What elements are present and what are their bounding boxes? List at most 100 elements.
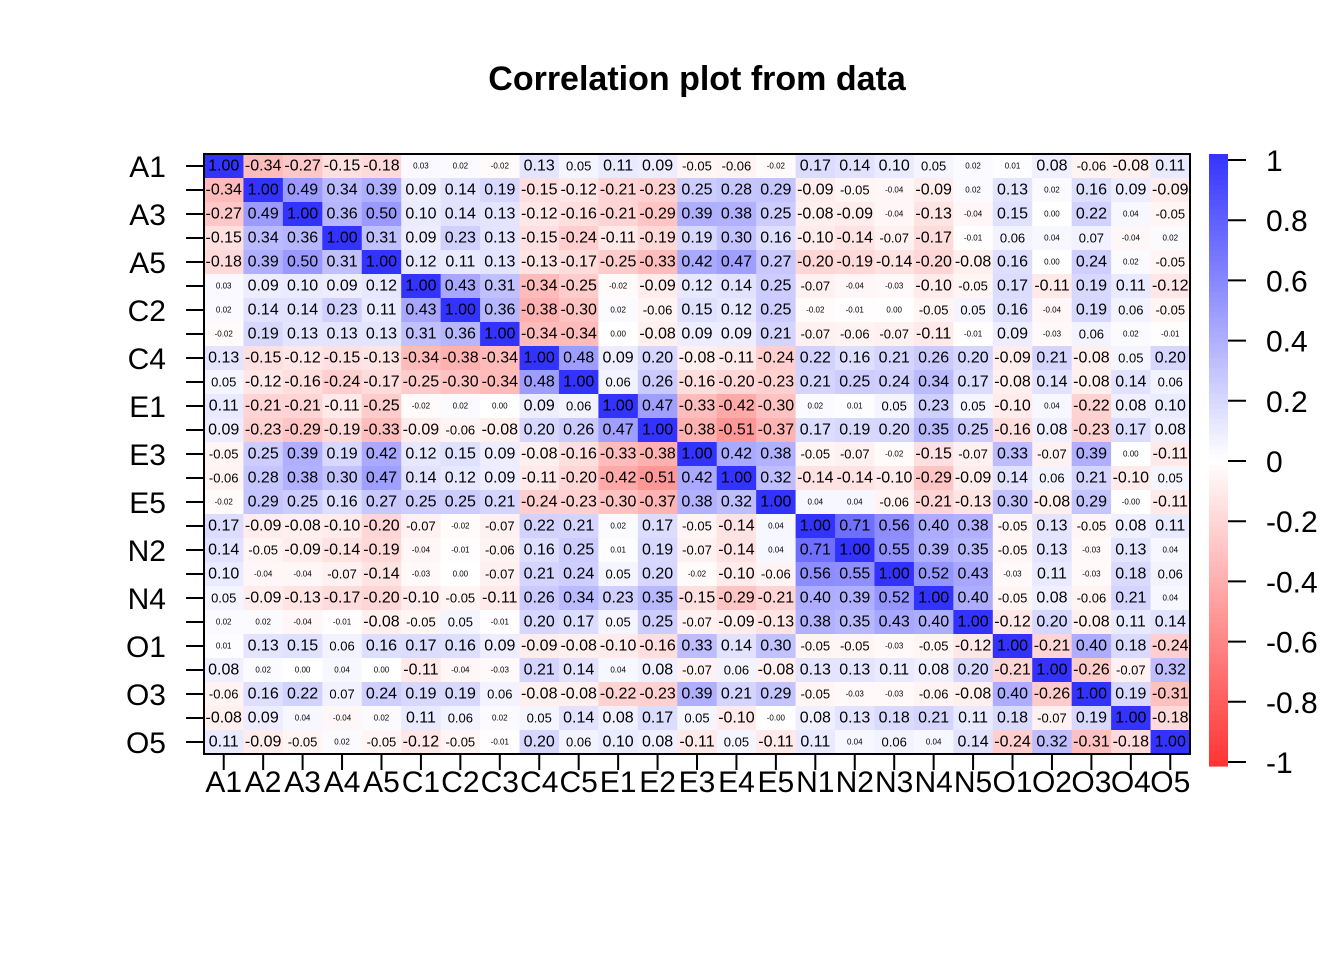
heatmap-cell — [243, 514, 284, 539]
heatmap-cell — [716, 586, 757, 611]
cell-value-label: 0.02 — [216, 618, 232, 627]
heatmap-cell — [519, 346, 560, 371]
heatmap-cell — [282, 658, 323, 683]
heatmap-cell — [558, 514, 599, 539]
heatmap-cell — [282, 250, 323, 275]
colorbar-tick-label: 0 — [1266, 446, 1283, 479]
heatmap-cell — [1032, 730, 1073, 755]
heatmap-cell — [1071, 634, 1112, 659]
heatmap-cell — [913, 466, 954, 491]
cell-value-label: 0.01 — [610, 546, 626, 555]
cell-value-label: 0.14 — [405, 470, 436, 487]
cell-value-label: 0.02 — [1044, 186, 1060, 195]
heatmap-cell — [637, 610, 678, 635]
heatmap-cell — [558, 322, 599, 347]
heatmap-cell — [913, 730, 954, 755]
heatmap-cell — [243, 562, 284, 587]
heatmap-cell — [401, 490, 442, 515]
heatmap-cell — [677, 442, 718, 467]
cell-value-label: 0.02 — [965, 186, 981, 195]
heatmap-cell — [1032, 346, 1073, 371]
cell-value-label: 1.00 — [918, 590, 949, 607]
cell-value-label: 0.02 — [808, 402, 824, 411]
heatmap-cell — [1071, 730, 1112, 755]
cell-value-label: -0.09 — [915, 182, 952, 199]
cell-value-label: -0.26 — [1034, 686, 1071, 703]
cell-value-label: -0.27 — [284, 158, 321, 175]
cell-value-label: 0.14 — [563, 710, 594, 727]
cell-value-label: 0.29 — [760, 182, 791, 199]
cell-value-label: -0.15 — [205, 230, 242, 247]
colorbar-segment — [1209, 490, 1228, 497]
cell-value-label: 0.09 — [208, 422, 239, 439]
cell-value-label: 0.11 — [406, 710, 436, 727]
heatmap-cell — [440, 634, 481, 659]
cell-value-label: -0.11 — [1153, 446, 1188, 463]
cell-value-label: 0.12 — [721, 302, 752, 319]
heatmap-cell — [1032, 634, 1073, 659]
heatmap-cell — [992, 226, 1033, 251]
heatmap-cell — [519, 466, 560, 491]
heatmap-cell — [204, 730, 244, 755]
cell-value-label: 0.02 — [1162, 234, 1178, 243]
cell-value-label: 0.30 — [997, 494, 1028, 511]
cell-value-label: -0.04 — [254, 570, 273, 579]
heatmap-cell — [361, 562, 402, 587]
colorbar-segment — [1209, 704, 1228, 711]
cell-value-label: 0.11 — [1116, 278, 1146, 295]
cell-value-label: -0.34 — [245, 158, 282, 175]
cell-value-label: 0.25 — [405, 494, 436, 511]
cell-value-label: 0.21 — [524, 566, 555, 583]
cell-value-label: -0.06 — [919, 687, 949, 702]
heatmap-cell — [637, 346, 678, 371]
cell-value-label: -0.02 — [609, 282, 628, 291]
cell-value-label: -0.03 — [412, 570, 431, 579]
heatmap-cell — [1111, 730, 1152, 755]
cell-value-label: -0.15 — [915, 446, 952, 463]
cell-value-label: 0.02 — [965, 162, 981, 171]
heatmap-cell — [637, 250, 678, 275]
cell-value-label: 0.19 — [1076, 710, 1107, 727]
heatmap-cell — [1150, 730, 1191, 755]
heatmap-cells: 1.00 -0.34 -0.27 -0.15 -0.18 0.03 0.02 -0.02 0.1… — [204, 154, 1191, 755]
cell-value-label: 0.43 — [445, 278, 476, 295]
chart-title: Correlation plot from data — [488, 60, 907, 98]
x-tick-label: E2 — [639, 766, 676, 799]
cell-value-label: 0.00 — [886, 306, 902, 315]
heatmap-cell — [598, 730, 639, 755]
x-tick-label: E3 — [679, 766, 716, 799]
cell-value-label: -0.25 — [363, 398, 400, 415]
cell-value-label: -0.09 — [403, 422, 440, 439]
cell-value-label: -0.27 — [205, 206, 242, 223]
heatmap-cell — [598, 418, 639, 443]
cell-value-label: 0.22 — [1076, 206, 1107, 223]
cell-value-label: -0.13 — [915, 206, 952, 223]
heatmap-cell — [440, 706, 481, 731]
heatmap-cell — [716, 178, 757, 203]
heatmap-cell — [874, 538, 915, 563]
cell-value-label: 0.30 — [721, 230, 752, 247]
cell-value-label: -0.05 — [446, 591, 476, 606]
cell-value-label: 1.00 — [1036, 662, 1067, 679]
cell-value-label: 0.50 — [287, 254, 318, 271]
cell-value-label: 0.55 — [839, 566, 870, 583]
heatmap-cell — [480, 634, 521, 659]
cell-value-label: -0.06 — [722, 159, 752, 174]
heatmap-cell — [1111, 394, 1152, 419]
cell-value-label: -0.07 — [958, 447, 988, 462]
heatmap-cell — [756, 298, 797, 323]
cell-value-label: 0.39 — [366, 182, 397, 199]
cell-value-label: -0.03 — [885, 690, 904, 699]
heatmap-cell — [361, 154, 402, 179]
cell-value-label: 0.08 — [918, 662, 949, 679]
heatmap-cell — [1071, 586, 1112, 611]
x-tick-label: O4 — [1111, 766, 1151, 799]
cell-value-label: -0.02 — [451, 522, 470, 531]
heatmap-cell — [1150, 346, 1191, 371]
heatmap-cell — [519, 634, 560, 659]
cell-value-label: -0.08 — [1113, 158, 1150, 175]
heatmap-cell — [953, 634, 994, 659]
heatmap-cell — [756, 154, 797, 179]
heatmap-cell — [913, 394, 954, 419]
heatmap-cell — [1032, 682, 1073, 707]
